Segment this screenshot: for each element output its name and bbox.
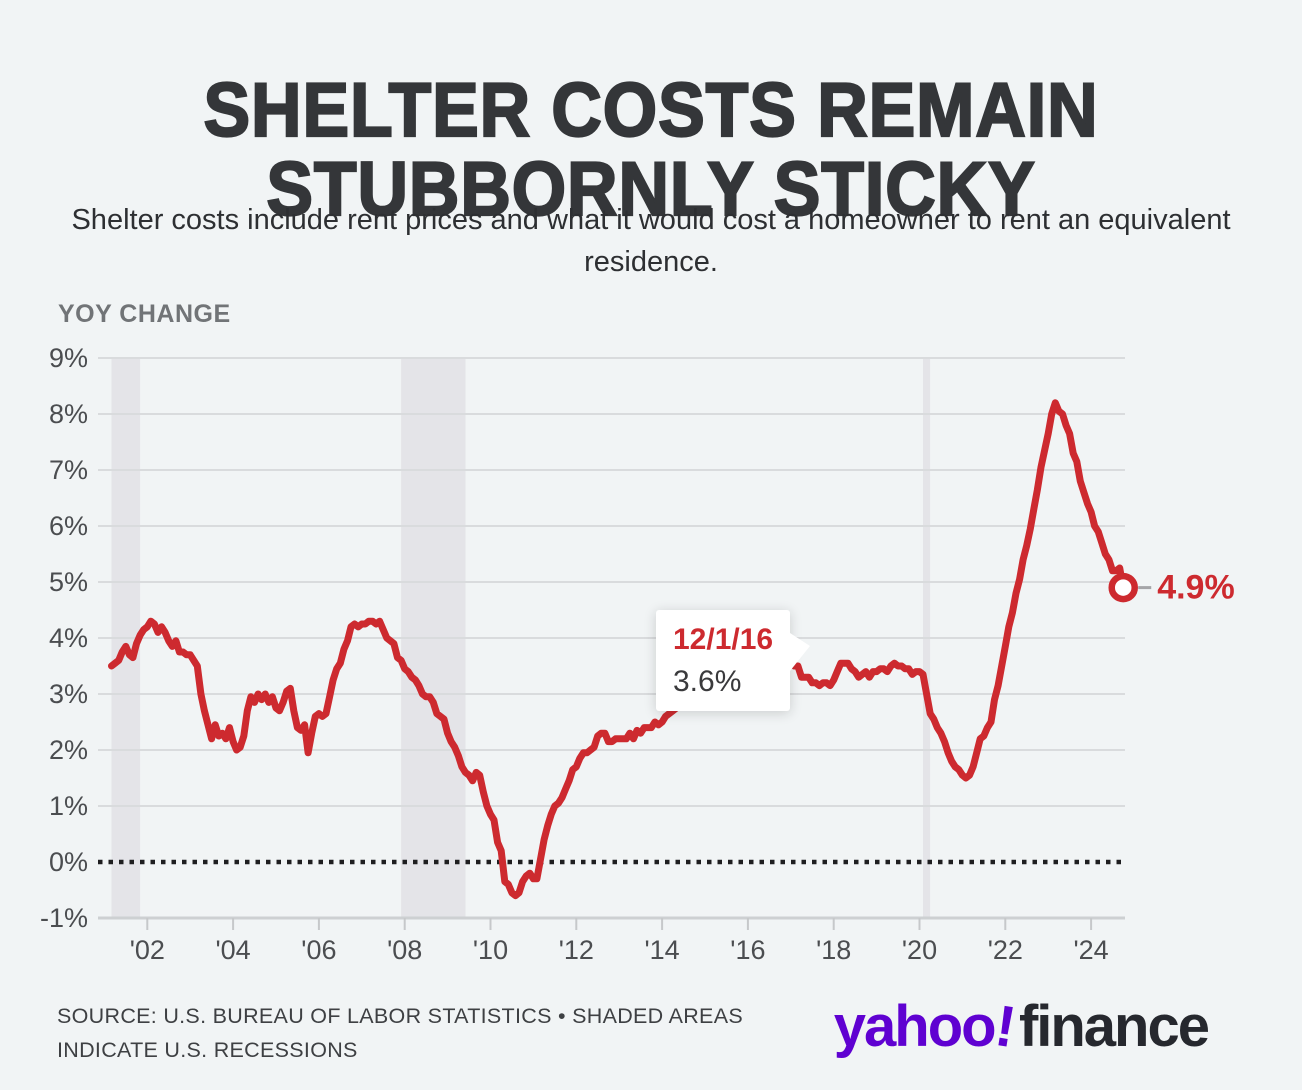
x-tick-label: '24 [1074,935,1109,965]
x-tick-label: '12 [559,935,594,965]
y-tick-label: 6% [49,511,88,541]
y-tick-label: 7% [49,455,88,485]
tooltip-date: 12/1/16 [673,623,774,656]
x-tick-label: '16 [730,935,765,965]
source-line1: SOURCE: U.S. BUREAU OF LABOR STATISTICS … [57,1004,743,1028]
x-tick-label: '08 [387,935,422,965]
y-tick-label: 9% [49,343,88,373]
y-tick-label: 0% [49,847,88,877]
page-title-line1: SHELTER COSTS REMAIN [202,67,1099,153]
x-tick-label: '04 [216,935,251,965]
x-tick-label: '10 [473,935,508,965]
y-tick-label: 4% [49,623,88,653]
yahoo-finance-logo: yahoo!finance [833,993,1210,1060]
y-tick-label: 1% [49,791,88,821]
subtitle: Shelter costs include rent prices and wh… [71,204,1231,279]
y-tick-label: 3% [49,679,88,709]
end-value-label: 4.9% [1157,569,1235,607]
source-note: SOURCE: U.S. BUREAU OF LABOR STATISTICS … [57,1000,743,1068]
tooltip-value: 3.6% [673,665,742,698]
line-chart: 4.9% 9% 8% 7% 6% 5% 4% 3% 2% 1% 0% -1% '02 '04 '06 '08… [40,343,1235,965]
logo-yahoo-text: yahoo [833,994,997,1059]
y-tick-label: 8% [49,399,88,429]
x-tick-label: '22 [988,935,1023,965]
x-tick-label: '02 [130,935,165,965]
page-title-line2: STUBBORNLY STICKY [265,146,1036,232]
y-tick-label: -1% [40,903,88,933]
chart-tooltip: 12/1/16 3.6% [656,610,811,711]
y-tick-label: 2% [49,735,88,765]
x-tick-label: '18 [816,935,851,965]
y-axis-title: YOY CHANGE [58,300,231,328]
tooltip-pointer-icon [790,633,811,671]
x-tick-label: '14 [645,935,680,965]
logo-finance-text: finance [1018,994,1210,1059]
x-tick-label: '20 [902,935,937,965]
page-title: SHELTER COSTS REMAIN STUBBORNLY STICKY [52,67,1250,232]
x-tick-label: '06 [301,935,336,965]
source-line2: INDICATE U.S. RECESSIONS [57,1037,358,1062]
data-line[interactable] [108,399,1127,900]
y-tick-label: 5% [49,567,88,597]
end-marker [1108,572,1138,603]
